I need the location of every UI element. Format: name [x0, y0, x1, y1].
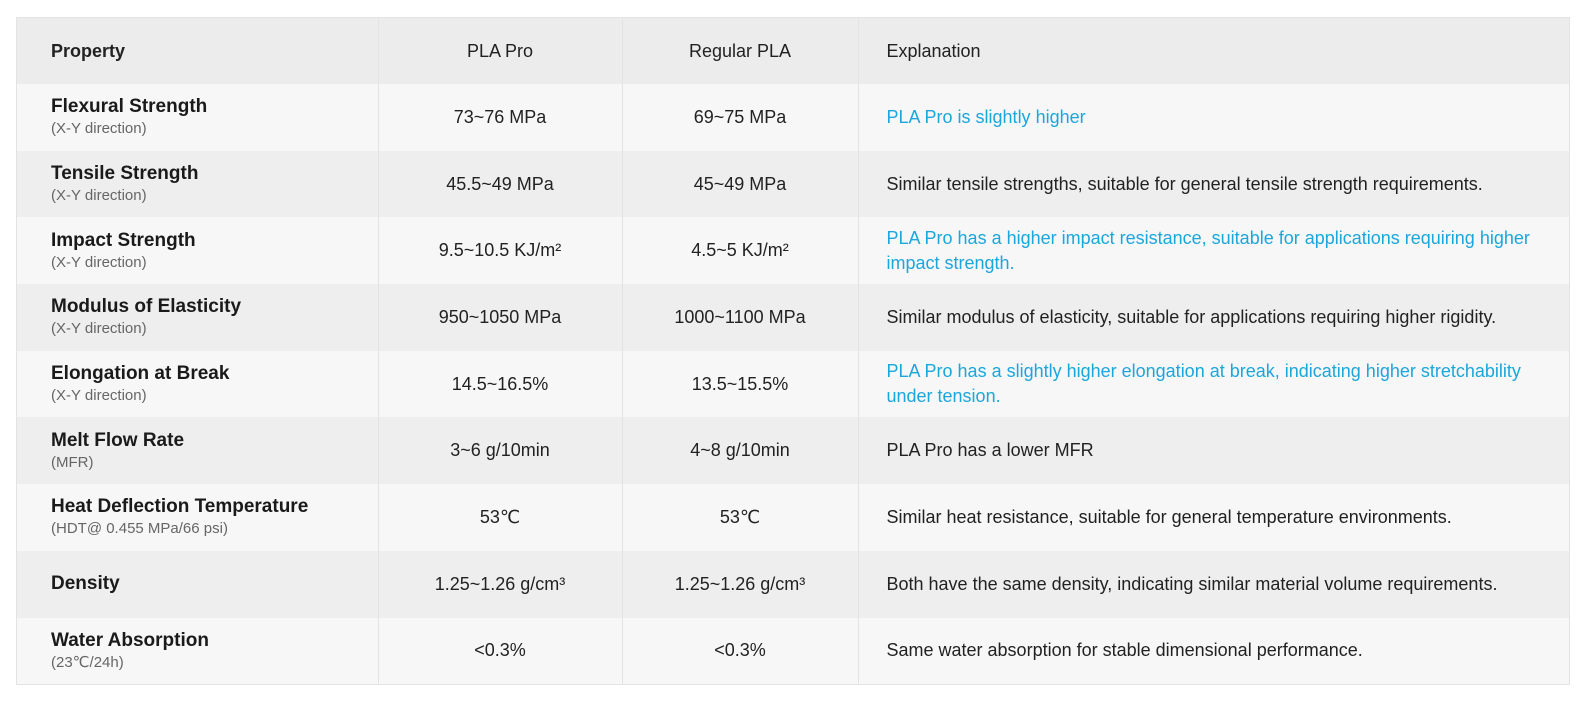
property-cell: Modulus of Elasticity (X-Y direction) [17, 284, 378, 351]
property-cell: Melt Flow Rate (MFR) [17, 417, 378, 484]
pla-pro-value: 45.5~49 MPa [377, 150, 622, 218]
regular-pla-value: 4~8 g/10min [621, 417, 858, 485]
property-condition: (X-Y direction) [51, 387, 147, 405]
explanation-text: PLA Pro has a higher impact resistance, … [857, 217, 1569, 285]
comparison-table: Property PLA Pro Regular PLA Explanation… [16, 17, 1570, 686]
regular-pla-value: 4.5~5 KJ/m² [621, 217, 858, 285]
property-name: Melt Flow Rate [51, 429, 185, 451]
table-row: Modulus of Elasticity (X-Y direction) 950~… [17, 284, 1569, 351]
regular-pla-value: 13.5~15.5% [621, 350, 858, 418]
header-explanation: Explanation [857, 18, 1569, 84]
explanation-text: PLA Pro is slightly higher [857, 84, 1569, 151]
regular-pla-value: 45~49 MPa [621, 150, 858, 218]
regular-pla-value: 1.25~1.26 g/cm³ [621, 550, 858, 618]
property-cell: Heat Deflection Temperature (HDT@ 0.455 M… [17, 484, 378, 551]
pla-pro-value: 950~1050 MPa [377, 284, 622, 351]
explanation-text: Similar modulus of elasticity, suitable … [857, 284, 1569, 351]
explanation-text: Similar tensile strengths, suitable for … [857, 150, 1569, 218]
table-row: Heat Deflection Temperature (HDT@ 0.455 M… [17, 484, 1569, 551]
property-condition: (X-Y direction) [51, 253, 147, 271]
table-row: Elongation at Break (X-Y direction) 14.5~1… [17, 350, 1569, 418]
explanation-text: Similar heat resistance, suitable for ge… [857, 484, 1569, 551]
property-cell: Flexural Strength (X-Y direction) [17, 84, 378, 151]
property-condition: (23℃/24h) [51, 653, 124, 671]
property-name: Impact Strength [51, 229, 196, 251]
regular-pla-value: 53℃ [621, 484, 858, 551]
table-header: Property PLA Pro Regular PLA Explanation [17, 18, 1569, 84]
property-condition: (X-Y direction) [51, 187, 147, 205]
property-name: Elongation at Break [51, 363, 230, 385]
property-name: Heat Deflection Temperature [51, 496, 309, 518]
pla-pro-value: 53℃ [377, 484, 622, 551]
regular-pla-value: 69~75 MPa [621, 84, 858, 151]
property-name: Modulus of Elasticity [51, 296, 242, 318]
header-pla-pro: PLA Pro [377, 18, 622, 84]
property-condition: (MFR) [51, 453, 94, 471]
explanation-text: PLA Pro has a slightly higher elongation… [857, 350, 1569, 418]
table-row: Melt Flow Rate (MFR) 3~6 g/10min 4~8 g/10mi… [17, 417, 1569, 485]
property-name: Flexural Strength [51, 96, 208, 118]
regular-pla-value: 1000~1100 MPa [621, 284, 858, 351]
table-row: Flexural Strength (X-Y direction) 73~76 MP… [17, 84, 1569, 151]
header-regular-pla: Regular PLA [621, 18, 858, 84]
pla-pro-value: 9.5~10.5 KJ/m² [377, 217, 622, 285]
property-cell: Tensile Strength (X-Y direction) [17, 151, 378, 218]
explanation-text: PLA Pro has a lower MFR [857, 417, 1569, 485]
header-property: Property [51, 40, 126, 61]
explanation-text: Same water absorption for stable dimensi… [857, 617, 1569, 685]
property-condition: (HDT@ 0.455 MPa/66 psi) [51, 520, 228, 538]
header-row: Property PLA Pro Regular PLA Explanation [17, 18, 1569, 84]
properties-table: Property PLA Pro Regular PLA Explanation… [17, 18, 1569, 685]
table-row: Water Absorption (23℃/24h) <0.3% <0.3% Same … [17, 617, 1569, 685]
pla-pro-value: 1.25~1.26 g/cm³ [377, 550, 622, 618]
table-row: Tensile Strength (X-Y direction) 45.5~49 M… [17, 150, 1569, 218]
explanation-text: Both have the same density, indicating s… [857, 550, 1569, 618]
property-condition: (X-Y direction) [51, 320, 147, 338]
table-body: Flexural Strength (X-Y direction) 73~76 MP… [17, 84, 1569, 685]
property-condition: (X-Y direction) [51, 120, 147, 138]
property-name: Tensile Strength [51, 163, 199, 185]
property-name: Water Absorption [51, 629, 209, 651]
regular-pla-value: <0.3% [621, 617, 858, 685]
property-name: Density [51, 573, 120, 595]
table-row: Density 1.25~1.26 g/cm³ 1.25~1.26 g/cm³ Bot… [17, 550, 1569, 618]
pla-pro-value: <0.3% [377, 617, 622, 685]
property-cell: Elongation at Break (X-Y direction) [17, 351, 378, 418]
property-cell: Impact Strength (X-Y direction) [17, 217, 378, 284]
pla-pro-value: 73~76 MPa [377, 84, 622, 151]
table-row: Impact Strength (X-Y direction) 9.5~10.5 K… [17, 217, 1569, 285]
property-cell: Density [17, 551, 378, 618]
pla-pro-value: 3~6 g/10min [377, 417, 622, 485]
property-cell: Water Absorption (23℃/24h) [17, 618, 378, 685]
pla-pro-value: 14.5~16.5% [377, 350, 622, 418]
